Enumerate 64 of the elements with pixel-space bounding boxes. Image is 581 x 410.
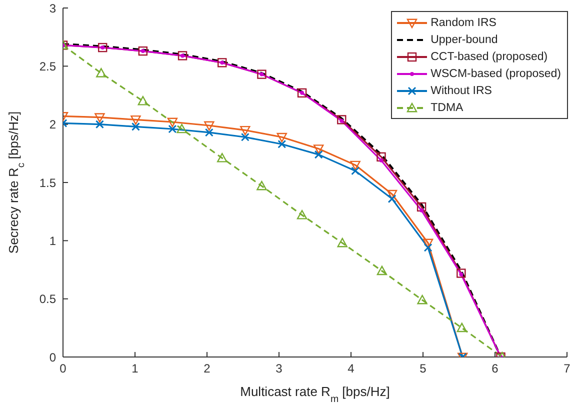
point xyxy=(416,202,426,212)
point xyxy=(314,150,323,159)
x-tick-label: 2 xyxy=(204,362,211,376)
point xyxy=(167,118,178,128)
point xyxy=(350,160,360,170)
x-tick-label: 4 xyxy=(348,362,355,376)
point xyxy=(417,294,428,304)
point xyxy=(138,46,148,56)
point xyxy=(240,132,250,142)
x-tick-label: 5 xyxy=(420,362,427,376)
point xyxy=(351,166,360,176)
y-tick-label: 3 xyxy=(49,1,56,16)
point xyxy=(218,58,227,68)
point xyxy=(296,210,308,220)
point xyxy=(278,140,286,148)
legend-label: CCT-based (proposed) xyxy=(430,50,548,62)
point xyxy=(96,68,106,78)
point xyxy=(130,115,141,125)
point xyxy=(217,152,228,162)
point xyxy=(376,266,388,276)
point xyxy=(168,124,177,134)
y-tick-label: 1.5 xyxy=(39,176,56,190)
y-tick-label: 0 xyxy=(49,350,56,364)
point xyxy=(178,51,188,60)
point xyxy=(138,96,148,106)
point xyxy=(456,268,466,278)
x-tick-label: 0 xyxy=(60,362,67,376)
point xyxy=(204,121,214,131)
point xyxy=(240,126,250,136)
point xyxy=(422,238,434,248)
point xyxy=(131,122,140,131)
x-tick-label: 1 xyxy=(132,362,139,376)
x-axis-title: Multicast rate R$_{m}$ [bps/Hz] xyxy=(240,384,390,404)
point xyxy=(257,70,266,79)
point xyxy=(388,194,396,204)
x-tick-label: 6 xyxy=(492,362,499,376)
point xyxy=(379,158,384,162)
y-tick-label: 1 xyxy=(49,234,56,248)
y-tick-label: 2.5 xyxy=(39,59,56,74)
point xyxy=(204,128,214,137)
legend-label: Random IRS xyxy=(430,16,496,28)
point xyxy=(456,322,467,332)
point xyxy=(424,243,432,252)
point xyxy=(94,113,105,122)
x-tick-label: 7 xyxy=(564,362,571,376)
point xyxy=(420,208,424,212)
point xyxy=(337,238,348,248)
legend-label: WSCM-based (proposed) xyxy=(430,68,561,80)
point xyxy=(276,132,287,142)
point xyxy=(297,88,307,98)
legend-label: Without IRS xyxy=(430,84,492,96)
point xyxy=(314,144,324,154)
point xyxy=(176,124,187,134)
x-tick-label: 3 xyxy=(276,362,283,376)
point xyxy=(256,180,267,190)
point xyxy=(98,42,108,52)
y-tick-label: 2 xyxy=(49,118,56,132)
point xyxy=(95,120,104,129)
point xyxy=(376,152,386,162)
point xyxy=(386,190,398,200)
legend-label: TDMA xyxy=(430,102,464,114)
y-tick-label: 0.5 xyxy=(39,292,56,306)
point xyxy=(337,115,346,124)
legend-label: Upper-bound xyxy=(430,34,498,46)
